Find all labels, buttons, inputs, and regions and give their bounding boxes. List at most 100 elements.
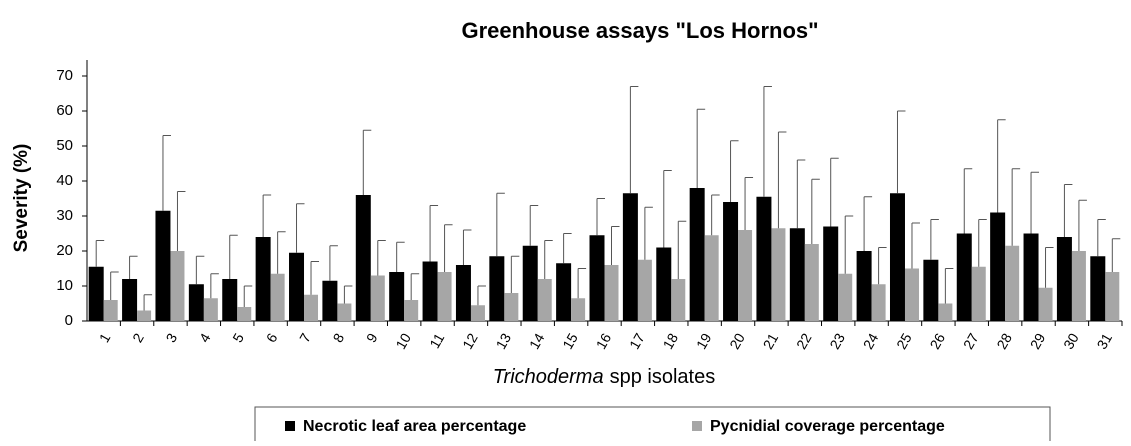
y-tick-label: 60 (56, 102, 73, 119)
bar (689, 188, 705, 321)
y-tick-label: 70 (56, 67, 73, 84)
x-tick-label: 17 (626, 330, 648, 352)
bar (437, 272, 452, 321)
bar (537, 279, 552, 321)
x-tick-label: 4 (196, 330, 214, 345)
x-tick-label: 20 (726, 330, 748, 352)
bar (571, 298, 586, 321)
bar (804, 244, 819, 321)
x-tick-label: 25 (893, 330, 915, 352)
bar (122, 279, 138, 321)
bar (1038, 287, 1053, 321)
bar (823, 226, 839, 321)
bar (1056, 237, 1072, 321)
bar (589, 235, 605, 321)
bar (255, 237, 271, 321)
bar (1023, 233, 1039, 321)
x-tick-label: 24 (860, 330, 882, 352)
x-tick-label: 2 (129, 330, 147, 345)
legend-label: Pycnidial coverage percentage (710, 418, 945, 435)
legend-swatch (285, 421, 295, 431)
x-tick-label: 19 (693, 330, 715, 352)
legend-swatch (692, 421, 702, 431)
y-axis-label: Severity (%) (11, 144, 32, 253)
x-tick-label: 31 (1093, 330, 1115, 352)
x-tick-label: 10 (392, 330, 414, 352)
y-tick-label: 40 (56, 172, 73, 189)
legend-label: Necrotic leaf area percentage (303, 418, 526, 435)
x-axis-label: Trichoderma spp isolates (493, 366, 715, 388)
bar (856, 251, 872, 321)
x-tick-label: 1 (96, 330, 114, 345)
x-tick-label: 27 (960, 330, 982, 352)
bar (237, 307, 252, 321)
bar (838, 273, 853, 321)
x-tick-label: 22 (793, 330, 815, 352)
x-axis-label-italic: Trichoderma (493, 366, 604, 388)
bar (155, 210, 171, 321)
x-tick-label: 3 (163, 330, 181, 345)
bar (289, 252, 305, 321)
x-tick-label: 7 (296, 330, 314, 345)
x-tick-label: 26 (927, 330, 949, 352)
bar (137, 310, 152, 321)
bar (656, 247, 672, 321)
bar (1105, 272, 1120, 321)
x-tick-label: 6 (263, 330, 281, 345)
bar (637, 259, 652, 321)
bar (923, 259, 939, 321)
bar (470, 305, 485, 321)
x-tick-label: 29 (1027, 330, 1049, 352)
bar (304, 294, 319, 321)
bar (337, 303, 352, 321)
bar (270, 273, 285, 321)
x-axis-label-rest: spp isolates (610, 366, 716, 388)
y-tick-label: 0 (65, 312, 73, 329)
bar (938, 303, 953, 321)
x-tick-label: 9 (363, 330, 381, 345)
x-tick-label: 8 (329, 330, 347, 345)
bar (1071, 251, 1086, 321)
bar (489, 256, 505, 321)
x-tick-label: 12 (459, 330, 481, 352)
bar (556, 263, 572, 321)
bar (756, 196, 772, 321)
x-tick-label: 13 (492, 330, 514, 352)
bar (771, 228, 786, 321)
bar (322, 280, 338, 321)
bar (871, 284, 886, 321)
x-tick-label: 18 (659, 330, 681, 352)
y-tick-label: 10 (56, 277, 73, 294)
bar (971, 266, 986, 321)
x-tick-label: 15 (559, 330, 581, 352)
bar (455, 265, 471, 321)
bar (522, 245, 538, 321)
bar (422, 261, 438, 321)
x-tick-label: 16 (593, 330, 615, 352)
bar (622, 193, 638, 321)
y-tick-label: 50 (56, 137, 73, 154)
bar (1090, 256, 1106, 321)
bar (170, 251, 185, 321)
bar (723, 202, 739, 321)
bar (990, 212, 1006, 321)
bar (389, 272, 405, 321)
bar (704, 235, 719, 321)
bar (671, 279, 686, 321)
bar (188, 284, 204, 321)
bar (889, 193, 905, 321)
bar (103, 300, 118, 321)
chart-title: Greenhouse assays "Los Hornos" (461, 18, 818, 43)
bar (404, 300, 419, 321)
bar (88, 266, 104, 321)
bar (904, 268, 919, 321)
x-tick-label: 5 (229, 330, 247, 345)
x-tick-label: 11 (426, 330, 447, 351)
x-tick-label: 23 (826, 330, 848, 352)
bar (1005, 245, 1020, 321)
legend-box (254, 406, 1051, 446)
bar (355, 195, 371, 321)
y-tick-label: 20 (56, 242, 73, 259)
bar (222, 279, 238, 321)
